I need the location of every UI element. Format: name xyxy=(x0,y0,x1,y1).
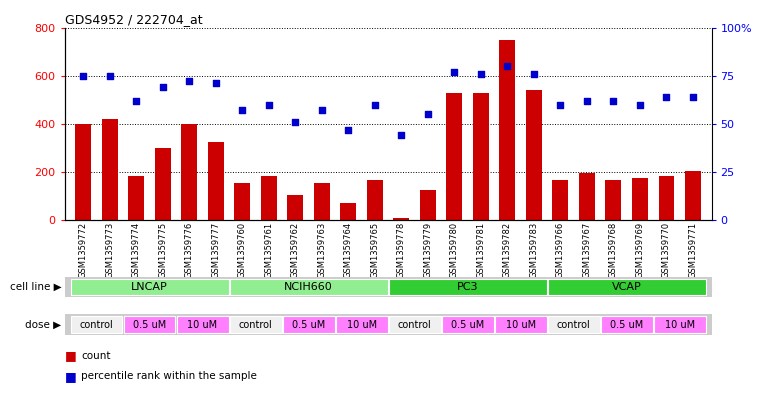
Point xyxy=(263,101,275,108)
Bar xyxy=(526,90,542,220)
Point xyxy=(687,94,699,100)
Bar xyxy=(208,142,224,220)
Point xyxy=(422,111,434,117)
Text: PC3: PC3 xyxy=(457,282,479,292)
Point xyxy=(236,107,248,114)
Point xyxy=(581,97,593,104)
Bar xyxy=(181,124,197,220)
Bar xyxy=(389,316,441,333)
Bar xyxy=(658,176,674,220)
Bar xyxy=(367,180,383,220)
Point xyxy=(316,107,328,114)
Point xyxy=(395,132,407,138)
Text: percentile rank within the sample: percentile rank within the sample xyxy=(81,371,257,382)
Bar xyxy=(393,218,409,220)
Text: dose ▶: dose ▶ xyxy=(25,320,62,330)
Text: control: control xyxy=(80,320,113,330)
Text: GDS4952 / 222704_at: GDS4952 / 222704_at xyxy=(65,13,202,26)
Point xyxy=(157,84,169,90)
Point xyxy=(77,72,89,79)
Bar xyxy=(548,316,600,333)
Bar xyxy=(447,92,463,220)
Text: 0.5 uM: 0.5 uM xyxy=(133,320,166,330)
Point xyxy=(369,101,381,108)
Bar xyxy=(600,316,653,333)
Text: count: count xyxy=(81,351,111,361)
Bar xyxy=(473,92,489,220)
Text: control: control xyxy=(239,320,272,330)
Point xyxy=(501,63,514,69)
Point xyxy=(183,78,196,84)
Bar xyxy=(336,316,387,333)
Text: control: control xyxy=(398,320,431,330)
Point xyxy=(528,71,540,77)
Bar xyxy=(654,316,705,333)
Bar xyxy=(71,316,123,333)
Bar xyxy=(606,180,622,220)
Bar xyxy=(685,171,701,220)
Bar xyxy=(441,316,494,333)
Bar xyxy=(71,279,228,295)
Text: 0.5 uM: 0.5 uM xyxy=(451,320,484,330)
Text: ■: ■ xyxy=(65,370,76,383)
Bar xyxy=(177,316,228,333)
Text: 10 uM: 10 uM xyxy=(505,320,536,330)
Bar xyxy=(288,195,304,220)
Point xyxy=(342,127,355,133)
Text: 10 uM: 10 uM xyxy=(346,320,377,330)
Bar xyxy=(632,178,648,220)
Point xyxy=(661,94,673,100)
Bar xyxy=(102,119,118,220)
Bar xyxy=(314,183,330,220)
Text: cell line ▶: cell line ▶ xyxy=(10,282,62,292)
Bar xyxy=(495,316,546,333)
Bar xyxy=(230,279,387,295)
Bar xyxy=(340,203,356,220)
Point xyxy=(475,71,487,77)
Text: VCAP: VCAP xyxy=(612,282,642,292)
Bar xyxy=(420,190,436,220)
Point xyxy=(448,69,460,75)
Bar xyxy=(230,316,282,333)
Text: 0.5 uM: 0.5 uM xyxy=(292,320,325,330)
Bar xyxy=(129,176,145,220)
Bar xyxy=(75,124,91,220)
Point xyxy=(210,80,222,86)
Text: ■: ■ xyxy=(65,349,76,362)
Bar xyxy=(548,279,705,295)
Point xyxy=(289,119,301,125)
Text: 10 uM: 10 uM xyxy=(187,320,218,330)
Bar xyxy=(552,180,568,220)
Bar xyxy=(154,148,170,220)
Text: NCIH660: NCIH660 xyxy=(284,282,333,292)
Text: control: control xyxy=(557,320,591,330)
Point xyxy=(130,97,142,104)
Point xyxy=(607,97,619,104)
Bar xyxy=(389,279,546,295)
Bar xyxy=(261,176,277,220)
Text: 0.5 uM: 0.5 uM xyxy=(610,320,643,330)
Bar xyxy=(234,183,250,220)
Point xyxy=(103,72,116,79)
Bar xyxy=(123,316,176,333)
Bar xyxy=(282,316,335,333)
Point xyxy=(554,101,566,108)
Point xyxy=(634,101,646,108)
Bar xyxy=(579,173,595,220)
Text: LNCAP: LNCAP xyxy=(131,282,168,292)
Text: 10 uM: 10 uM xyxy=(664,320,695,330)
Bar xyxy=(499,40,515,220)
